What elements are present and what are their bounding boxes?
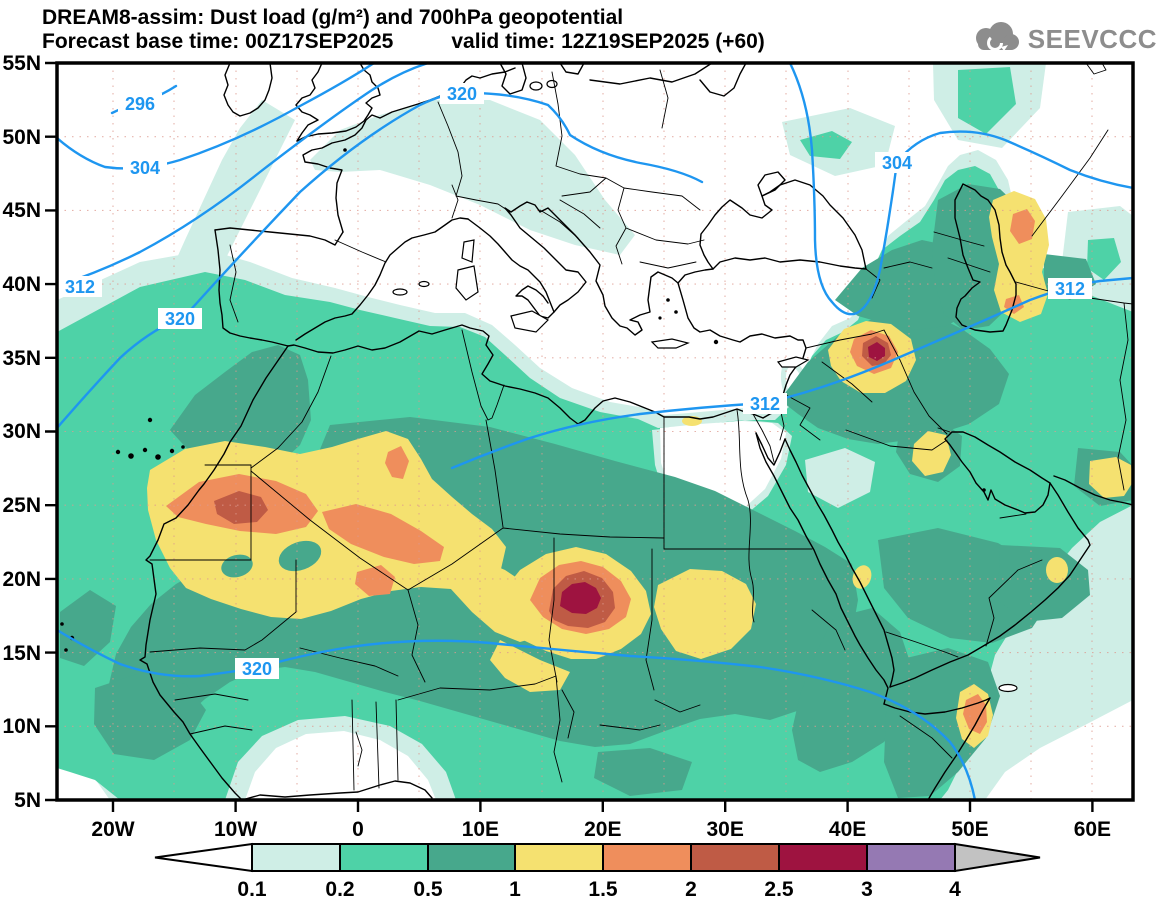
contour-labels: 296 304 312 320 320 304 312 312 320 (58, 83, 1092, 679)
contour-label: 320 (242, 659, 272, 679)
colorbar-box (866, 843, 956, 872)
colorbar-box (427, 843, 516, 872)
lat-label: 50N (2, 126, 41, 149)
lon-label: 40E (829, 818, 866, 841)
dust-load-field (57, 63, 1133, 800)
lat-label: 20N (2, 568, 41, 591)
forecast-base-time: Forecast base time: 00Z17SEP2025 (42, 30, 394, 53)
lon-label: 20W (91, 818, 134, 841)
title-block: DREAM8-assim: Dust load (g/m²) and 700hP… (42, 6, 765, 54)
lat-label: 30N (2, 420, 41, 443)
colorbar-box (602, 843, 692, 872)
contour-label: 304 (130, 158, 160, 178)
colorbar-box (690, 843, 780, 872)
colorbar-box (339, 843, 429, 872)
colorbar-box (251, 843, 341, 872)
lat-label: 40N (2, 273, 41, 296)
colorbar-value: 1 (509, 878, 521, 901)
contour-label: 320 (447, 84, 477, 104)
contour-label: 304 (882, 153, 912, 173)
colorbar-value: 1.5 (588, 878, 618, 901)
contour-label: 320 (165, 309, 195, 329)
colorbar-over-arrow (954, 842, 1041, 873)
page-title: DREAM8-assim: Dust load (g/m²) and 700hP… (42, 6, 624, 29)
valid-time: valid time: 12Z19SEP2025 (+60) (451, 30, 765, 53)
colorbar-box (778, 843, 868, 872)
lon-label: 10E (462, 818, 499, 841)
coastlines (139, 63, 1133, 800)
colorbar-value: 0.5 (413, 878, 443, 901)
lon-label: 20E (584, 818, 621, 841)
colorbar: 0.1 0.2 0.5 1 1.5 2 2.5 3 4 (154, 842, 1041, 901)
lon-label: 0 (352, 818, 364, 841)
colorbar-value: 2 (685, 878, 697, 901)
colorbar-under-arrow (154, 842, 253, 873)
colorbar-value: 0.2 (325, 878, 354, 901)
axis-ticks (45, 61, 1094, 812)
lat-axis-labels: 55N 50N 45N 40N 35N 30N 25N 20N 15N 10N … (2, 52, 41, 812)
lon-label: 10W (214, 818, 257, 841)
colorbar-value: 4 (949, 878, 961, 901)
lon-label: 50E (951, 818, 988, 841)
contour-label: 312 (750, 394, 780, 414)
lon-label: 60E (1074, 818, 1111, 841)
cloud-icon (975, 22, 1019, 51)
dust-25-regions (560, 342, 885, 614)
contour-label: 296 (125, 94, 155, 114)
colorbar-value: 3 (861, 878, 873, 901)
lat-label: 55N (2, 52, 41, 75)
contour-label: 312 (65, 277, 95, 297)
lon-axis-labels: 20W 10W 0 10E 20E 30E 40E 50E 60E (91, 818, 1111, 841)
islands (60, 79, 1018, 693)
lat-label: 15N (2, 642, 41, 665)
country-borders (149, 63, 1133, 791)
logo-text: SEEVCCC (1027, 23, 1157, 54)
seevccc-logo: SEEVCCC (968, 20, 1157, 58)
colorbar-tick-labels: 0.1 0.2 0.5 1 1.5 2 2.5 3 4 (237, 878, 961, 901)
lat-label: 35N (2, 347, 41, 370)
colorbar-value: 0.1 (237, 878, 267, 901)
colorbar-value: 2.5 (764, 878, 794, 901)
colorbar-box (514, 843, 604, 872)
lon-label: 30E (707, 818, 744, 841)
lat-label: 45N (2, 199, 41, 222)
lat-label: 5N (14, 789, 41, 812)
lat-label: 25N (2, 494, 41, 517)
lat-label: 10N (2, 715, 41, 738)
contour-label: 312 (1055, 279, 1085, 299)
geopotential-contours: 296 304 312 320 320 304 312 312 320 (57, 63, 1133, 800)
